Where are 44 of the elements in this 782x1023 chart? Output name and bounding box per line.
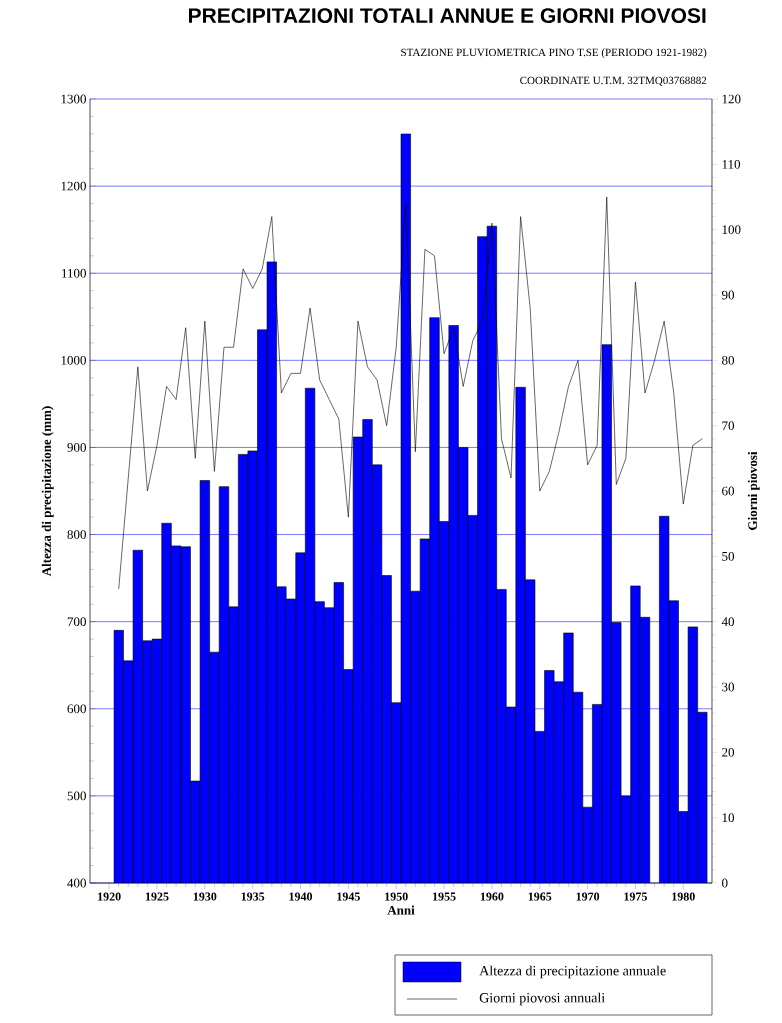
y-axis-title: Altezza di precipitazione (mm) <box>41 406 54 577</box>
y2-tick-label: 40 <box>721 617 735 627</box>
y2-tick-label: 30 <box>722 682 735 692</box>
y2-tick-label: 110 <box>722 159 741 169</box>
y-tick-label: 1000 <box>61 355 86 365</box>
y2-tick-label: 20 <box>722 747 735 757</box>
y2-tick-label: 100 <box>722 225 741 235</box>
chart-title: PRECIPITAZIONI TOTALI ANNUE E GIORNI PIOVOSI <box>189 8 706 24</box>
x-tick-label: 1950 <box>385 892 408 901</box>
x-tick-label: 1955 <box>433 892 456 901</box>
y2-tick-label: 60 <box>722 486 735 496</box>
y-tick-label: 1200 <box>61 181 86 191</box>
y-tick-label: 1100 <box>62 268 86 278</box>
x-tick-label: 1925 <box>145 892 169 901</box>
x-tick-label: 1970 <box>576 892 600 901</box>
text: COORDINATE U.T.M. 32TMQ03768882 <box>520 76 707 86</box>
y-tick-label: 800 <box>67 530 86 539</box>
y-tick-label: 900 <box>67 443 86 452</box>
y2-tick-label: 10 <box>722 813 735 823</box>
y2-tick-label: 0 <box>722 878 728 888</box>
y-tick-label: 400 <box>67 878 86 888</box>
x-tick-label: 1975 <box>624 892 647 901</box>
y-tick-label: 1300 <box>61 94 86 104</box>
y2-axis-title: Giorni piovosi <box>747 451 760 530</box>
x-tick-label: 1960 <box>480 892 504 901</box>
legend-label: Giorni piovosi annuali <box>479 992 605 1006</box>
x-tick-label: 1940 <box>289 892 313 901</box>
x-tick-label: 1980 <box>672 892 695 901</box>
y2-tick-label: 70 <box>722 421 735 431</box>
y-tick-label: 600 <box>67 704 86 714</box>
x-axis-title: Anni <box>387 905 415 915</box>
x-tick-label: 1935 <box>241 892 265 901</box>
y2-tick-label: 90 <box>721 290 735 300</box>
x-tick-label: 1945 <box>337 892 360 901</box>
y2-tick-label: 120 <box>722 94 741 104</box>
y2-tick-label: 80 <box>722 355 735 365</box>
legend-label: Altezza di precipitazione annuale <box>479 965 666 979</box>
x-tick-label: 1920 <box>98 892 121 901</box>
y2-tick-label: 50 <box>722 551 735 561</box>
y-tick-label: 700 <box>67 617 86 627</box>
y-tick-label: 500 <box>67 791 86 801</box>
x-tick-label: 1930 <box>193 892 217 901</box>
chart-subtitle: STAZIONE PLUVIOMETRICA PINO T.SE (PERIODO 1921-1982) <box>401 48 707 59</box>
x-tick-label: 1965 <box>528 892 552 901</box>
